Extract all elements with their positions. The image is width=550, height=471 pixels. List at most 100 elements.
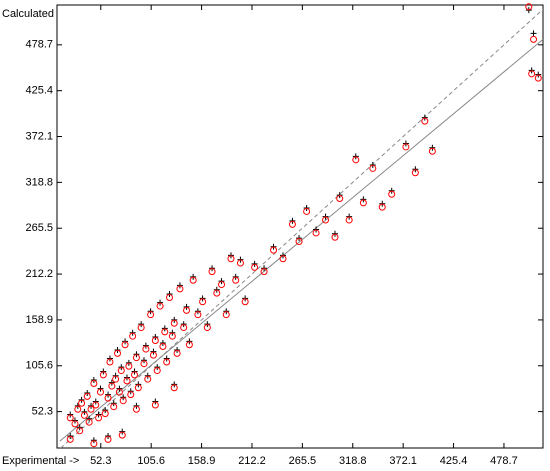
x-tick-label: 372.1 xyxy=(389,455,417,467)
point xyxy=(137,324,145,332)
point xyxy=(163,358,171,366)
y-axis-label: Calculated xyxy=(2,8,54,20)
point xyxy=(322,216,330,224)
point xyxy=(78,399,86,407)
x-tick-label: 158.9 xyxy=(188,455,216,467)
point xyxy=(213,289,221,297)
point xyxy=(199,298,207,306)
plot-frame xyxy=(56,4,544,449)
point xyxy=(170,319,178,327)
point xyxy=(134,384,142,392)
point xyxy=(131,371,139,379)
point xyxy=(369,164,377,172)
point xyxy=(170,384,178,392)
point xyxy=(149,351,157,359)
point xyxy=(530,30,537,37)
point xyxy=(110,403,118,411)
point xyxy=(118,431,126,439)
point xyxy=(104,394,112,402)
point xyxy=(140,360,148,368)
point xyxy=(185,341,193,349)
y-tick-label: 478.7 xyxy=(25,39,53,51)
point xyxy=(232,276,240,284)
point xyxy=(95,414,103,422)
point xyxy=(142,345,150,353)
point xyxy=(345,216,353,224)
point xyxy=(76,427,84,435)
point xyxy=(189,276,197,284)
point xyxy=(153,367,161,375)
point xyxy=(127,391,135,399)
point xyxy=(101,410,109,418)
point xyxy=(336,195,344,203)
x-tick-label: 105.6 xyxy=(137,455,165,467)
point xyxy=(236,259,244,267)
point xyxy=(411,169,419,177)
point xyxy=(129,332,137,340)
point xyxy=(173,349,181,357)
point xyxy=(295,238,303,246)
point xyxy=(114,349,122,357)
y-tick-label: 372.1 xyxy=(25,130,53,142)
point xyxy=(208,268,216,276)
y-tick-label: 212.2 xyxy=(25,268,53,280)
point xyxy=(66,414,74,422)
point xyxy=(147,311,155,319)
reference-line xyxy=(60,8,543,448)
point xyxy=(108,382,116,390)
point xyxy=(402,143,410,151)
point xyxy=(168,332,176,340)
point xyxy=(99,371,107,379)
point xyxy=(115,388,123,396)
point xyxy=(80,411,88,419)
point xyxy=(151,401,159,409)
point xyxy=(132,405,140,413)
point xyxy=(92,401,100,409)
point xyxy=(270,246,278,254)
y-tick-label: 318.8 xyxy=(25,176,53,188)
y-tick-label: 158.9 xyxy=(25,314,53,326)
point xyxy=(85,418,93,426)
point xyxy=(534,74,542,82)
point xyxy=(123,377,131,385)
point xyxy=(119,397,127,405)
point xyxy=(74,405,82,413)
point xyxy=(156,302,164,310)
point xyxy=(288,220,296,228)
point xyxy=(388,190,396,198)
point xyxy=(112,375,120,383)
point xyxy=(203,324,211,332)
point xyxy=(144,375,152,383)
x-tick-label: 265.5 xyxy=(289,455,317,467)
point xyxy=(378,203,386,211)
point xyxy=(180,324,188,332)
point xyxy=(331,233,339,241)
point xyxy=(251,263,259,271)
x-tick-label: 52.3 xyxy=(90,455,111,467)
point xyxy=(90,440,98,448)
x-axis-label: Experimental -> xyxy=(2,455,79,467)
y-tick-label: 105.6 xyxy=(25,360,53,372)
point xyxy=(159,342,167,350)
point xyxy=(241,298,249,306)
point xyxy=(227,255,235,263)
point xyxy=(151,336,159,344)
x-tick-label: 425.4 xyxy=(440,455,468,467)
y-tick-label: 52.3 xyxy=(32,406,53,418)
x-tick-label: 318.8 xyxy=(339,455,367,467)
point xyxy=(83,392,91,400)
point xyxy=(352,156,360,164)
point xyxy=(279,255,287,263)
point xyxy=(104,435,112,443)
point xyxy=(161,328,169,336)
x-tick-label: 212.2 xyxy=(238,455,266,467)
point xyxy=(312,229,320,237)
point xyxy=(125,362,133,370)
point xyxy=(96,388,104,396)
point xyxy=(303,207,311,215)
y-tick-label: 425.4 xyxy=(25,85,53,97)
point xyxy=(421,117,429,125)
point xyxy=(428,147,436,155)
point xyxy=(166,293,174,301)
